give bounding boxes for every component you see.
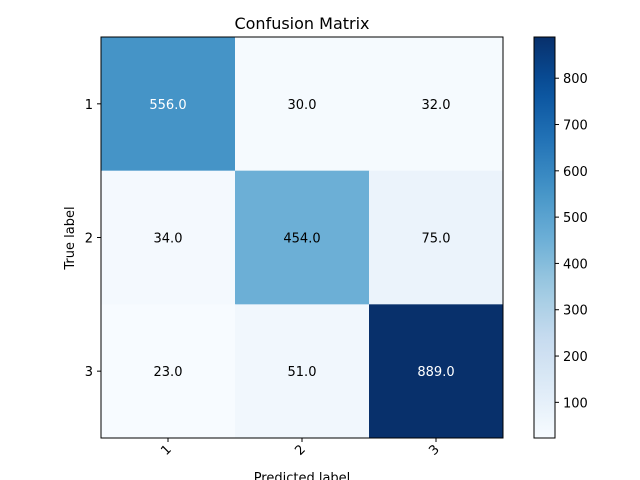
- colorbar-gradient: [534, 37, 555, 438]
- x-tick-label: 1: [158, 442, 174, 458]
- cell-value-label: 556.0: [149, 98, 186, 113]
- y-tick-label: 3: [85, 365, 93, 380]
- heatmap-cell: [369, 37, 504, 172]
- colorbar-tick-label: 300: [563, 304, 588, 319]
- cell-value-label: 75.0: [422, 232, 451, 247]
- colorbar-tick-label: 800: [563, 72, 588, 87]
- cell-value-label: 30.0: [288, 98, 317, 113]
- colorbar-tick-label: 100: [563, 396, 588, 411]
- x-tick-label: 3: [426, 442, 442, 458]
- colorbar-tick-label: 600: [563, 165, 588, 180]
- cell-value-label: 32.0: [422, 98, 451, 113]
- cell-value-label: 23.0: [154, 365, 183, 380]
- chart-title: Confusion Matrix: [234, 14, 369, 33]
- colorbar-tick-label: 700: [563, 119, 588, 134]
- heatmap-cells: 556.0 30.0 32.0 34.0 454.0 75.0 23.0 51.0 889.0: [101, 37, 504, 439]
- heatmap-cell: [369, 304, 504, 439]
- heatmap-cell: [369, 170, 504, 305]
- cell-value-label: 51.0: [288, 365, 317, 380]
- x-axis-ticks: 1 2 3: [158, 438, 443, 459]
- colorbar-tick-label: 200: [563, 350, 588, 365]
- colorbar-tick-label: 500: [563, 211, 588, 226]
- heatmap-cell: [235, 37, 370, 172]
- heatmap-cell: [235, 304, 370, 439]
- cell-value-label: 889.0: [417, 365, 454, 380]
- colorbar: 100 200 300 400 500 600 700 800: [533, 36, 588, 439]
- heatmap-cell: [235, 170, 370, 305]
- y-axis-label: True label: [63, 206, 78, 270]
- cell-value-label: 34.0: [154, 232, 183, 247]
- y-tick-label: 1: [85, 98, 93, 113]
- cell-value-label: 454.0: [283, 232, 320, 247]
- y-tick-label: 2: [85, 232, 93, 247]
- y-axis-ticks: 1 2 3: [85, 98, 101, 380]
- heatmap-cell: [101, 170, 236, 305]
- colorbar-tick-label: 400: [563, 257, 588, 272]
- x-axis-label: Predicted label: [254, 471, 351, 480]
- colorbar-frame: [533, 36, 556, 439]
- x-tick-label: 2: [292, 442, 308, 458]
- heatmap-cell: [101, 304, 236, 439]
- heatmap-cell: [101, 37, 236, 172]
